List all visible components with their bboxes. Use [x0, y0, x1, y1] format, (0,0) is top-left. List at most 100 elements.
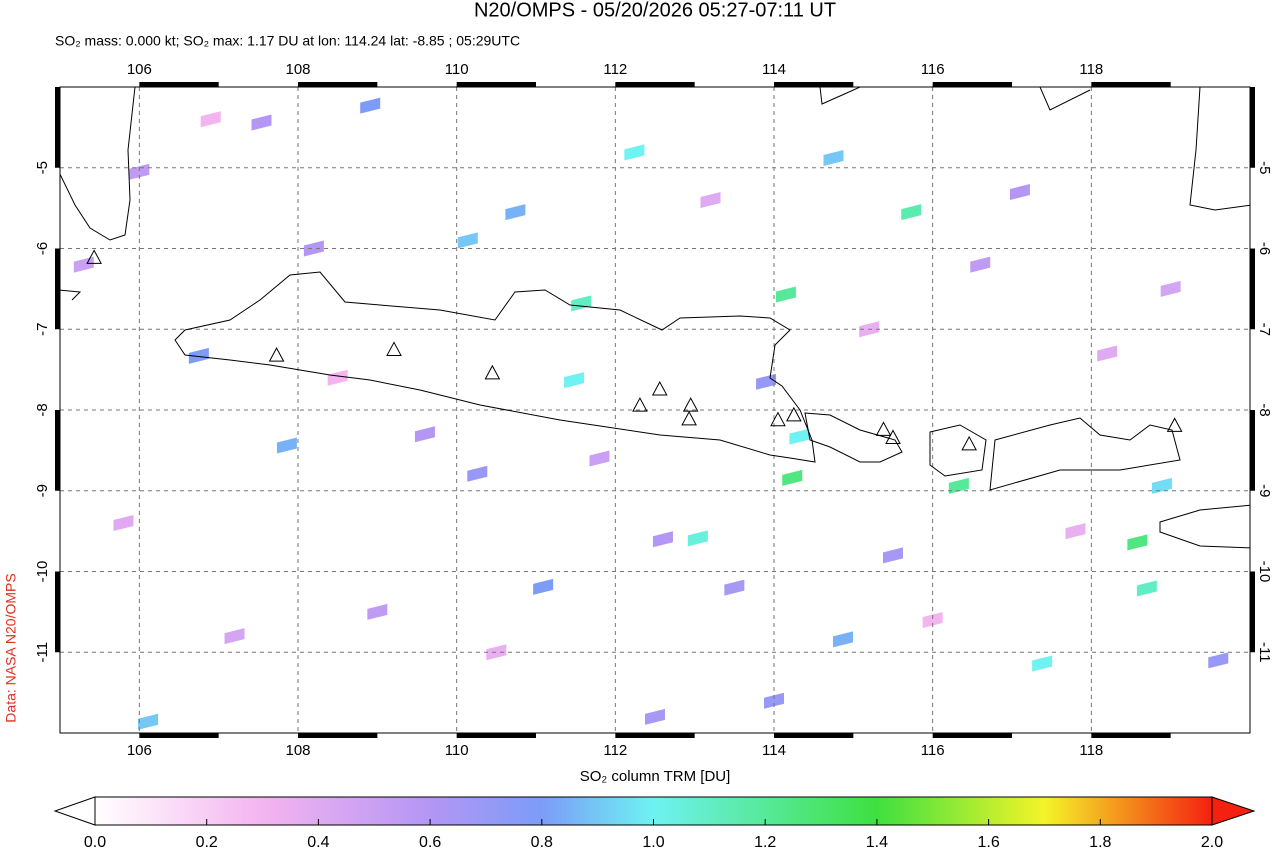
so2-pixel — [1136, 580, 1157, 597]
frame-bar — [456, 82, 536, 87]
so2-pixel — [1208, 652, 1229, 669]
x-tick-label: 118 — [1079, 61, 1103, 78]
so2-pixel — [367, 603, 388, 620]
frame-bar — [774, 82, 854, 87]
so2-pixel — [1032, 655, 1053, 672]
so2-pixel — [756, 373, 777, 390]
frame-bar — [1250, 571, 1255, 653]
x-tick-label: 116 — [921, 61, 945, 78]
so2-pixel — [883, 547, 903, 564]
y-tick-label: -5 — [1256, 161, 1272, 174]
frame-bar — [1250, 87, 1255, 168]
x-tick-label: 110 — [445, 742, 469, 759]
y-tick-label: -6 — [34, 242, 51, 255]
frame-bar — [55, 87, 60, 168]
y-tick-label: -11 — [1256, 642, 1272, 663]
colorbar-under — [53, 796, 96, 826]
y-tick-label: -11 — [34, 642, 51, 663]
frame-bar — [615, 733, 695, 738]
so2-pixel — [1160, 280, 1181, 297]
colorbar-tick-label: 0.8 — [531, 834, 553, 851]
so2-pixel — [200, 111, 221, 128]
y-tick-label: -7 — [34, 323, 51, 336]
y-tick-label: -8 — [34, 403, 51, 416]
colorbar: 0.0 0.2 0.4 0.6 0.8 1.0 1.2 1.4 1.6 1.8 2.0 — [53, 796, 1256, 851]
frame-bar — [298, 733, 378, 738]
so2-pixel — [1127, 534, 1148, 551]
so2-pixel — [467, 465, 488, 482]
so2-pixel — [1065, 523, 1086, 540]
volcano-layer — [86, 249, 1183, 451]
colorbar-label: SO₂ column TRM [DU] — [580, 768, 731, 785]
so2-pixel — [360, 97, 381, 114]
so2-pixel — [276, 437, 297, 454]
so2-pixel — [589, 450, 610, 467]
so2-pixel — [823, 150, 844, 167]
coast-borneo — [819, 87, 1091, 111]
volcano-marker — [484, 364, 501, 380]
so2-pixel — [652, 531, 673, 548]
x-tick-label: 118 — [1079, 742, 1103, 759]
frame-bar — [1250, 410, 1255, 491]
so2-pixel — [486, 644, 507, 661]
colorbar-tick-label: 1.2 — [754, 834, 776, 851]
coast-sumbawa — [989, 417, 1181, 491]
volcano-marker — [875, 421, 892, 436]
colorbar-tick-label: 0.2 — [196, 834, 218, 851]
coastlines — [60, 87, 1250, 549]
x-tick-label: 106 — [127, 61, 152, 78]
frame-bars — [55, 82, 1255, 738]
grid-layer: 106 106 108 108 110 110 112 112 114 114 116 116 118 1… — [34, 61, 1272, 759]
frame-bar — [774, 733, 854, 738]
so2-pixel — [901, 204, 922, 221]
colorbar-tick-label: 0.4 — [307, 834, 329, 851]
so2-pixel — [564, 372, 585, 389]
frame-bar — [55, 571, 60, 653]
y-tick-label: -8 — [1256, 403, 1272, 416]
so2-pixel — [303, 240, 324, 257]
x-tick-label: 108 — [285, 742, 310, 759]
colorbar-tick-label: 2.0 — [1201, 834, 1223, 851]
volcano-marker — [1166, 417, 1183, 432]
x-tick-label: 108 — [285, 61, 310, 78]
colorbar-tick-label: 1.8 — [1089, 834, 1111, 851]
pixel-layer — [73, 97, 1229, 730]
so2-pixel — [113, 515, 134, 532]
y-tick-label: -6 — [1256, 242, 1272, 255]
so2-pixel — [533, 578, 554, 595]
y-tick-label: -10 — [34, 561, 51, 583]
volcano-marker — [770, 411, 786, 427]
frame-bar — [139, 82, 219, 87]
frame-bar — [298, 82, 378, 87]
coast-java — [174, 271, 816, 463]
so2-pixel — [327, 369, 348, 386]
colorbar-tick-label: 1.6 — [977, 834, 999, 851]
colorbar-over — [1211, 796, 1256, 826]
so2-pixel — [1009, 183, 1030, 200]
y-tick-label: -10 — [1256, 561, 1272, 583]
coast-bali — [804, 412, 903, 463]
so2-pixel — [764, 692, 784, 709]
so2-pixel — [970, 256, 991, 273]
so2-pixel — [700, 192, 721, 209]
volcano-marker — [268, 347, 285, 362]
frame-bar — [55, 248, 60, 330]
so2-pixel — [645, 708, 665, 725]
colorbar-tick-label: 1.4 — [866, 834, 888, 851]
frame-bar — [456, 733, 536, 738]
so2-pixel — [505, 204, 526, 221]
so2-pixel — [457, 232, 478, 249]
x-tick-label: 114 — [762, 742, 786, 759]
x-tick-label: 112 — [603, 61, 627, 78]
so2-pixel — [782, 469, 803, 486]
frame-bar — [1250, 248, 1255, 330]
y-tick-label: -9 — [1256, 484, 1272, 497]
so2-pixel — [1097, 345, 1118, 362]
frame-bar — [1091, 82, 1171, 87]
so2-pixel — [188, 347, 209, 364]
so2-pixel — [724, 579, 745, 596]
so2-pixel — [833, 631, 854, 648]
x-tick-label: 116 — [921, 742, 945, 759]
y-tick-label: -5 — [34, 161, 51, 174]
so2-pixel — [1151, 477, 1172, 494]
